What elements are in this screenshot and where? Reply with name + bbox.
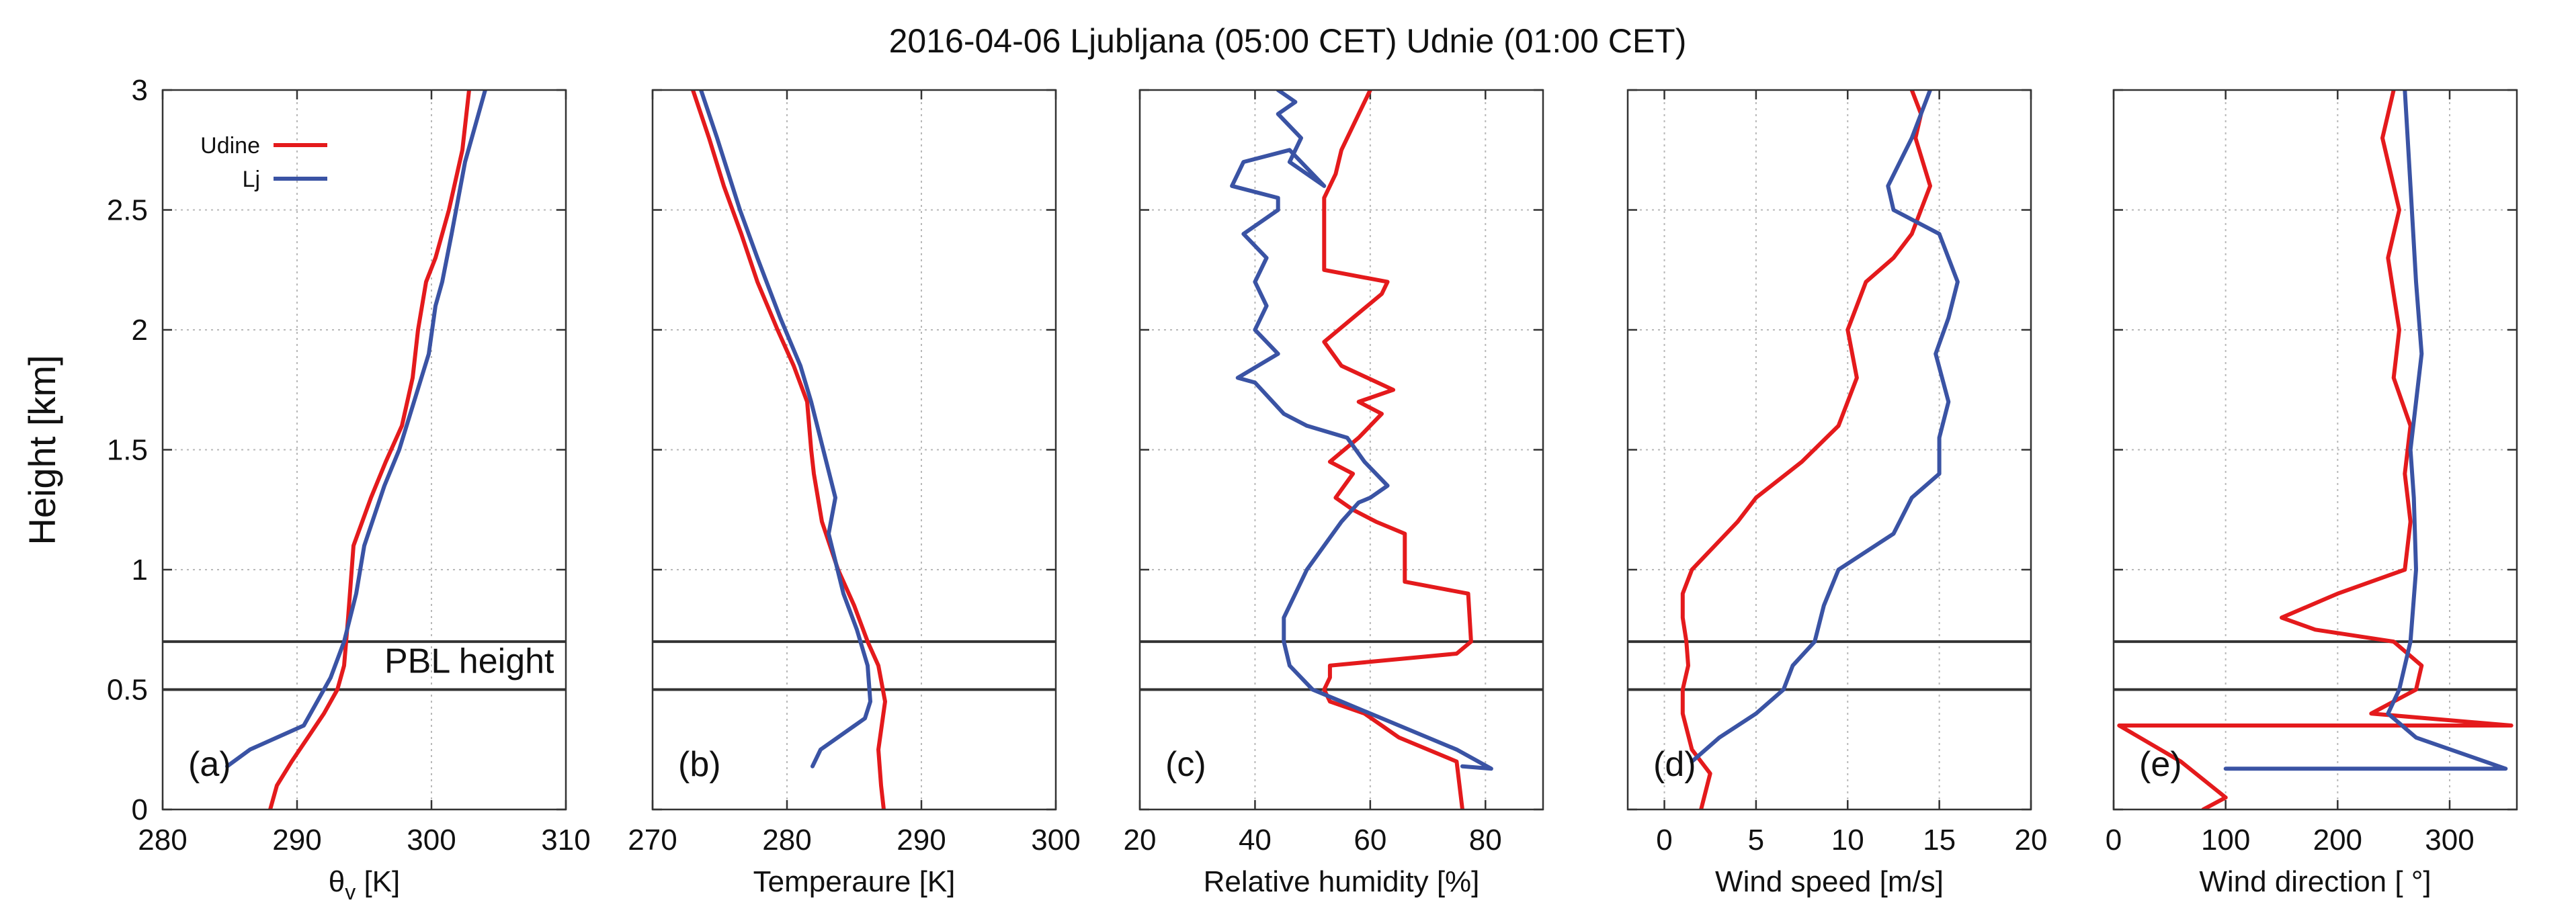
series-line-lj: [225, 90, 487, 769]
panel-frame: [651, 89, 1057, 811]
panel-frame: [161, 89, 567, 811]
x-tick-label: 280: [762, 824, 811, 857]
x-axis-label-subscript: v: [345, 880, 356, 904]
panel-label: (e): [2139, 745, 2182, 784]
x-axis-label: Relative humidity [%]: [1204, 865, 1480, 898]
panel-a: 280 290 300 310 0 0.5 1 1.5 2 2.5 3 (a) θv [K] PBL he…: [107, 74, 591, 904]
panel-label: (d): [1653, 745, 1696, 784]
x-tick-label: 300: [2425, 824, 2474, 857]
x-tick-label: 0: [2106, 824, 2122, 857]
panel-label: (b): [678, 745, 721, 784]
x-tick-label: 40: [1239, 824, 1272, 857]
x-tick-label: 290: [897, 824, 946, 857]
legend-label-lj: Lj: [243, 167, 260, 192]
series-line-lj: [2223, 90, 2508, 771]
x-axis-label: Temperaure [K]: [753, 865, 956, 898]
panel-label: (a): [188, 745, 231, 784]
x-axis-label: Wind speed [m/s]: [1715, 865, 1944, 898]
y-tick-label: 1.5: [107, 434, 148, 467]
y-axis-label: Height [km]: [21, 355, 63, 545]
pbl-label: PBL height: [384, 642, 554, 681]
y-tick-label: 0: [132, 793, 148, 826]
panel-b: 270 280 290 300 (b) Temperaure [K]: [628, 89, 1081, 898]
x-axis-label: Wind direction [ °]: [2199, 865, 2431, 898]
series-line-udine: [268, 90, 471, 809]
y-tick-label: 3: [132, 74, 148, 107]
x-tick-label: 0: [1656, 824, 1672, 857]
series-line-udine: [2117, 90, 2513, 809]
x-axis-label-main: θ: [329, 865, 345, 898]
y-tick-label: 1: [132, 554, 148, 586]
x-tick-label: 20: [1124, 824, 1157, 857]
x-tick-label: 15: [1923, 824, 1956, 857]
panel-e: 0 100 200 300 (e) Wind direction [ °]: [2106, 89, 2518, 898]
x-tick-label: 270: [628, 824, 677, 857]
panel-frame: [2112, 89, 2518, 811]
x-tick-label: 100: [2201, 824, 2250, 857]
x-tick-label: 80: [1469, 824, 1502, 857]
x-tick-label: 290: [272, 824, 321, 857]
panel-frame: [1138, 89, 1544, 811]
series-line-lj: [699, 90, 872, 769]
x-tick-label: 300: [1031, 824, 1080, 857]
series-line-lj: [1230, 90, 1493, 771]
x-axis-label: θv [K]: [329, 865, 401, 904]
panel-label: (c): [1165, 745, 1206, 784]
legend: Udine Lj: [200, 133, 327, 192]
panels: 280 290 300 310 0 0.5 1 1.5 2 2.5 3 (a) θv [K] PBL he…: [107, 74, 2518, 904]
x-tick-label: 60: [1354, 824, 1386, 857]
figure-title: 2016-04-06 Ljubljana (05:00 CET) Udnie (…: [889, 22, 1687, 60]
x-tick-label: 200: [2313, 824, 2362, 857]
series-line-udine: [691, 90, 887, 809]
x-tick-label: 280: [138, 824, 187, 857]
y-tick-label: 2.5: [107, 194, 148, 227]
x-tick-label: 5: [1748, 824, 1764, 857]
x-tick-label: 10: [1831, 824, 1864, 857]
legend-label-udine: Udine: [200, 133, 260, 159]
x-tick-label: 20: [2015, 824, 2048, 857]
y-tick-label: 0.5: [107, 674, 148, 707]
series-line-udine: [1680, 90, 1932, 809]
y-tick-label: 2: [132, 314, 148, 347]
x-axis-label-unit: [K]: [356, 865, 400, 898]
series-line-lj: [1690, 90, 1960, 764]
x-tick-label: 300: [407, 824, 456, 857]
x-tick-label: 310: [541, 824, 590, 857]
panel-d: 0 5 10 15 20 (d) Wind speed [m/s]: [1626, 89, 2048, 898]
panel-c: 20 40 60 80 (c) Relative humidity [%]: [1124, 89, 1544, 898]
panel-frame: [1626, 89, 2032, 811]
